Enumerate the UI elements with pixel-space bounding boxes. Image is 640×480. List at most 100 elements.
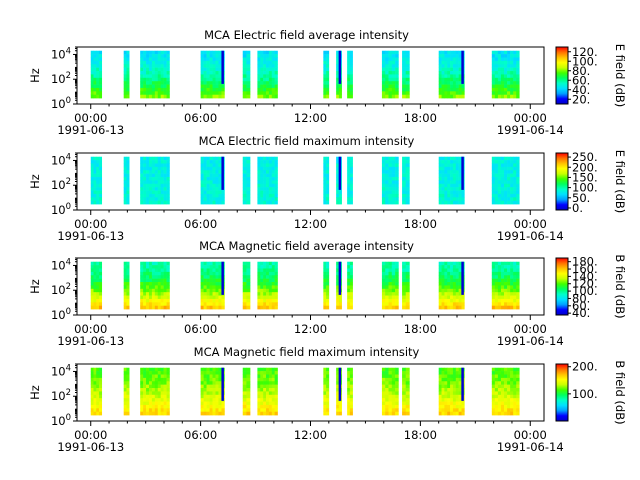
x-tick-label: 06:00 [184,428,217,442]
x-date-label: 1991-06-13 [57,229,124,243]
colorbar: 20.40.60.80.100.120. E field (dB) [555,44,627,107]
x-tick-label: 00:00 [74,428,107,442]
x-date-label: 1991-06-13 [57,440,124,454]
data-segment [438,156,465,205]
x-tick-label: 06:00 [184,111,217,125]
colorbar-tick-label: 60. [572,73,590,87]
colorbar-gradient [556,258,568,315]
y-tick-label: 100 [51,413,71,428]
colorbar-tick-label: 100. [572,181,598,195]
x-tick-label: 18:00 [404,428,437,442]
data-segment [491,367,520,416]
data-segment [242,261,251,310]
data-segment [257,156,278,205]
data-segment [242,367,251,416]
y-tick-label: 104 [51,363,71,378]
x-tick-label: 00:00 [514,322,547,336]
data-segment [123,261,130,310]
colorbar-tick-label: 100. [572,54,598,68]
x-tick-label: 18:00 [404,111,437,125]
data-segment [491,50,520,99]
colorbar-tick-label: 40. [572,306,590,320]
data-segment [123,50,130,99]
y-axis-label: Hz [28,279,42,294]
data-segment [200,367,225,416]
colorbar-tick-label: 150. [572,170,598,184]
y-axis-label: Hz [28,174,42,189]
colorbar-frame [555,257,569,316]
data-segment [140,50,170,99]
colorbar-gradient [556,47,568,104]
colorbar-gradient [556,364,568,421]
colorbar-tick-label: 50. [572,191,590,205]
x-tick-label: 00:00 [514,217,547,231]
colorbar-gradient [556,153,568,210]
panel-title: MCA Magnetic field average intensity [199,239,414,253]
y-axis-label: Hz [28,68,42,83]
colorbar-label: E field (dB) [613,150,627,214]
panel-4: MCA Magnetic field maximum intensity 100 1… [28,345,627,454]
data-segment [140,367,170,416]
data-segment [347,50,353,99]
colorbar: 40.60.80.100.120.140.160.180. B field (dB… [555,254,627,320]
data-segment [347,261,353,310]
data-segment [123,367,130,416]
x-tick-label: 12:00 [294,111,327,125]
y-tick-label: 102 [51,388,71,403]
colorbar-tick-label: 100. [572,284,598,298]
data-segment [438,261,465,310]
colorbar-tick-label: 250. [572,150,598,164]
data-segment [200,156,225,205]
y-tick-label: 102 [51,177,71,192]
y-tick-label: 102 [51,71,71,86]
data-segment [90,50,103,99]
x-tick-label: 12:00 [294,322,327,336]
colorbar: 0.50.100.150.200.250. E field (dB) [555,150,627,215]
data-segment [323,367,330,416]
data-segment [336,261,342,310]
x-tick-label: 00:00 [74,111,107,125]
colorbar-frame [555,363,569,422]
data-segment [90,156,103,205]
x-tick-label: 12:00 [294,217,327,231]
spectrogram-data [90,156,520,205]
x-tick-label: 12:00 [294,428,327,442]
data-segment [438,367,465,416]
panel-1: MCA Electric field average intensity 100 1… [28,28,627,137]
x-date-label: 1991-06-13 [57,123,124,137]
colorbar-tick-label: 180. [572,255,598,269]
data-segment [90,261,103,310]
y-tick-label: 100 [51,96,71,111]
data-segment [200,50,225,99]
data-segment [381,156,399,205]
data-segment [402,50,410,99]
data-segment [402,367,410,416]
colorbar-tick-label: 40. [572,83,590,97]
x-date-label: 1991-06-14 [497,229,564,243]
data-segment [438,50,465,99]
x-tick-label: 06:00 [184,322,217,336]
y-tick-label: 104 [51,46,71,61]
x-date-label: 1991-06-13 [57,334,124,348]
x-tick-label: 18:00 [404,217,437,231]
y-tick-label: 100 [51,202,71,217]
colorbar-tick-label: 100. [572,387,598,401]
colorbar-tick-label: 120. [572,45,598,59]
colorbar-tick-label: 0. [572,201,583,215]
colorbar-label: B field (dB) [613,360,627,424]
colorbar-tick-label: 140. [572,269,598,283]
spectrogram-data [90,50,520,99]
spectrogram-data [90,261,520,310]
data-segment [336,367,342,416]
data-segment [323,156,330,205]
data-segment [336,50,342,99]
data-segment [336,156,342,205]
data-segment [140,156,170,205]
colorbar-tick-label: 120. [572,277,598,291]
colorbar-tick-label: 160. [572,262,598,276]
data-segment [402,261,410,310]
colorbar-frame [555,152,569,211]
spectrogram-data [90,367,520,416]
data-segment [123,156,130,205]
